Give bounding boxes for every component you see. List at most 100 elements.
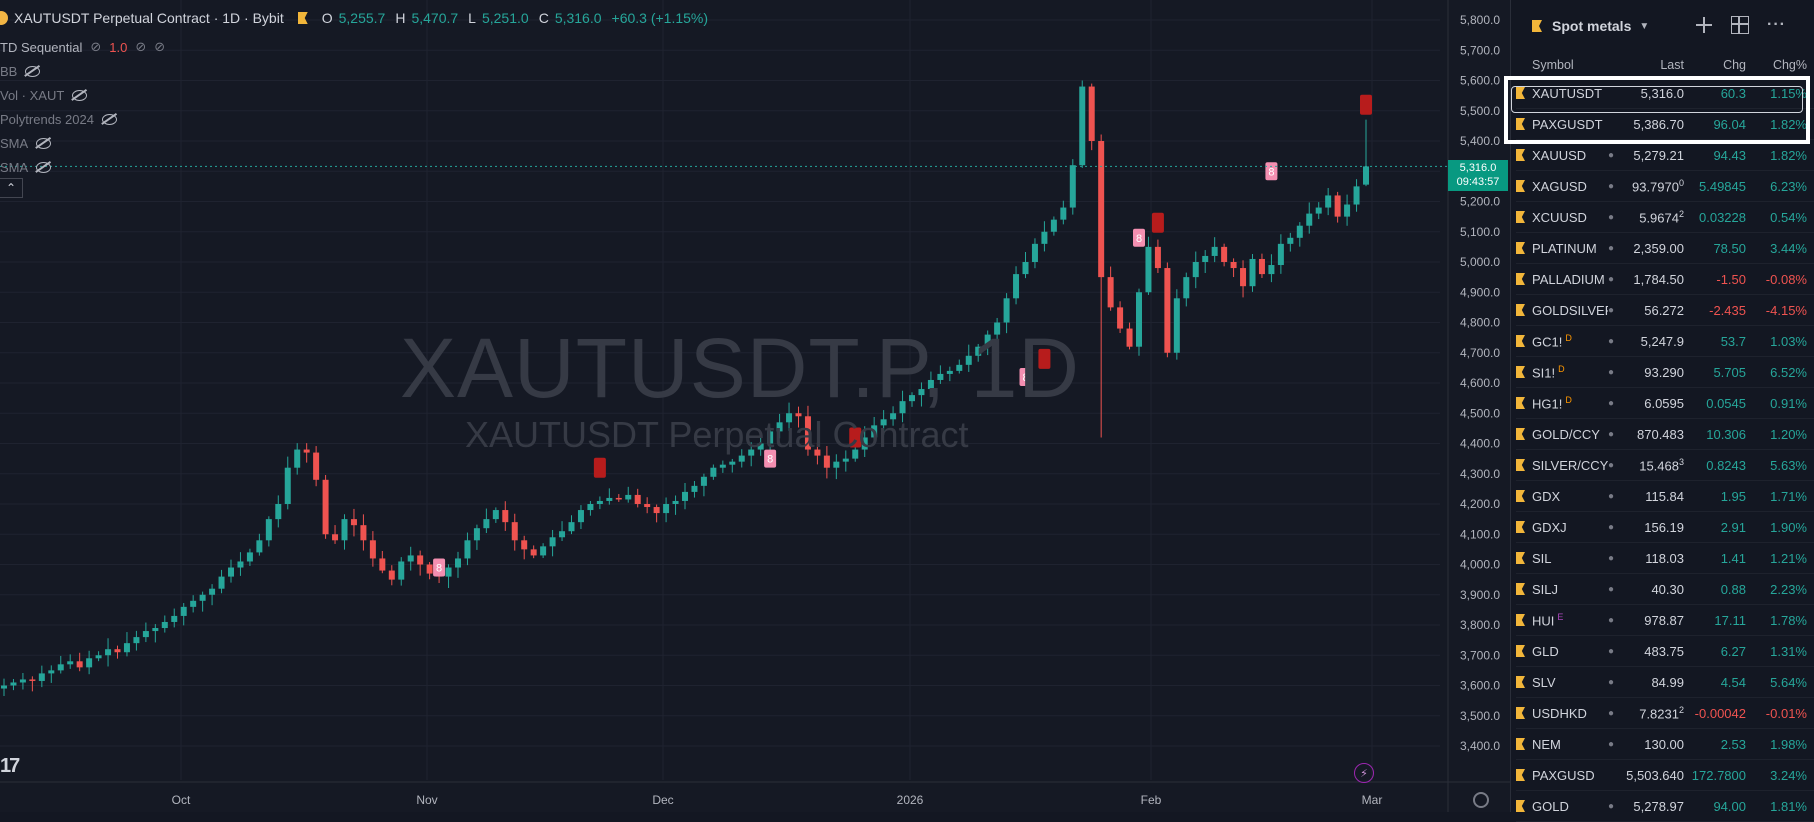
watchlist-row[interactable]: GOLD/CCY ● 870.483 10.306 1.20% [1516,419,1814,450]
flag-icon[interactable] [1516,149,1525,161]
indicator-row[interactable]: BB [0,59,165,83]
row-symbol[interactable]: PLATINUM [1532,240,1597,256]
eye-off-icon[interactable] [101,113,117,125]
watchlist-row[interactable]: PALLADIUM ● 1,784.50 -1.50 -0.08% [1516,264,1814,295]
row-symbol[interactable]: NEM [1532,736,1561,752]
watchlist-row[interactable]: XCUUSD ● 5.96742 0.03228 0.54% [1516,202,1814,233]
more-options-icon[interactable]: ··· [1767,16,1786,33]
watchlist-row[interactable]: GLD ● 483.75 6.27 1.31% [1516,636,1814,667]
flag-icon[interactable] [1516,521,1525,533]
column-last[interactable]: Last [1660,58,1684,72]
eye-off-icon[interactable] [72,89,88,101]
row-symbol[interactable]: SILVER/CCY [1532,457,1608,473]
flag-icon[interactable] [1516,335,1525,347]
watchlist-title[interactable]: Spot metals [1552,18,1632,34]
flag-icon[interactable] [1516,769,1525,781]
row-symbol[interactable]: XCUUSD [1532,209,1587,225]
row-symbol[interactable]: XAUTUSDT [1532,85,1603,101]
flag-icon[interactable] [1516,428,1525,440]
watchlist-row[interactable]: GOLD ● 5,278.97 94.00 1.81% [1516,791,1814,822]
legend-title[interactable]: XAUTUSDT Perpetual Contract · 1D · Bybit [14,10,284,26]
chart-area[interactable]: 5,800.05,700.05,600.05,500.05,400.05,300… [0,0,1511,812]
flag-icon[interactable] [1516,707,1525,719]
row-symbol[interactable]: HG1! D [1532,394,1572,412]
watchlist-header[interactable]: Spot metals ▼ ··· [1516,0,1814,52]
flag-icon[interactable] [1516,180,1525,192]
hidden-icon[interactable]: ⊘ [154,39,166,54]
chevron-down-icon[interactable]: ▼ [1639,20,1650,32]
watchlist-row[interactable]: HUI E ● 978.87 17.11 1.78% [1516,605,1814,636]
column-chg-pct[interactable]: Chg% [1772,58,1807,72]
indicator-row[interactable]: SMA [0,155,165,179]
collapse-legend-button[interactable]: ⌃ [0,178,23,198]
flag-icon[interactable] [1516,273,1525,285]
watchlist-row[interactable]: PAXGUSDT 5,386.70 96.04 1.82% [1516,109,1814,140]
row-symbol[interactable]: HUI E [1532,611,1564,629]
watchlist-row[interactable]: NEM ● 130.00 2.53 1.98% [1516,729,1814,760]
flag-icon[interactable] [1516,614,1525,626]
flag-icon[interactable] [1516,490,1525,502]
row-symbol[interactable]: PAXGUSD [1532,767,1595,783]
row-symbol[interactable]: GDXJ [1532,519,1567,535]
watchlist-row[interactable]: HG1! D ● 6.0595 0.0545 0.91% [1516,388,1814,419]
flag-icon[interactable] [1516,552,1525,564]
flag-icon[interactable] [1516,459,1525,471]
watchlist-row[interactable]: SILJ ● 40.30 0.88 2.23% [1516,574,1814,605]
flag-icon[interactable] [1516,304,1525,316]
hidden-icon[interactable]: ⊘ [135,39,147,54]
watchlist-row[interactable]: USDHKD ● 7.82312 -0.00042 -0.01% [1516,698,1814,729]
watchlist-row[interactable]: GOLDSILVER ● 56.272 -2.435 -4.15% [1516,295,1814,326]
indicator-row[interactable]: TD Sequential ⊘ 1.0 ⊘ ⊘ [0,35,165,59]
row-symbol[interactable]: SIL [1532,550,1552,566]
row-symbol[interactable]: GOLDSILVER [1532,302,1608,318]
watchlist-row[interactable]: GDX ● 115.84 1.95 1.71% [1516,481,1814,512]
advanced-view-icon[interactable] [1731,16,1750,34]
lightning-icon[interactable]: ⚡ [1354,763,1374,783]
watchlist-row[interactable]: SI1! D ● 93.290 5.705 6.52% [1516,357,1814,388]
tradingview-logo[interactable]: 17 [0,755,20,777]
indicator-row[interactable]: Vol · XAUT [0,83,165,107]
watchlist-row[interactable]: SILVER/CCY ● 15.4683 0.8243 5.63% [1516,450,1814,481]
flag-icon[interactable] [1516,583,1525,595]
flag-icon[interactable] [1516,800,1525,812]
watchlist-row[interactable]: XAUUSD ● 5,279.21 94.43 1.82% [1516,140,1814,171]
watchlist-row[interactable]: PAXGUSD 5,503.640 172.7800 3.24% [1516,760,1814,791]
add-symbol-icon[interactable] [1695,16,1713,34]
flag-icon[interactable] [1516,676,1525,688]
column-symbol[interactable]: Symbol [1532,58,1574,72]
row-symbol[interactable]: GLD [1532,643,1559,659]
flag-icon[interactable] [1516,211,1525,223]
row-symbol[interactable]: USDHKD [1532,705,1587,721]
watchlist-row[interactable]: XAGUSD ● 93.79700 5.49845 6.23% [1516,171,1814,202]
row-symbol[interactable]: GOLD [1532,798,1569,814]
row-symbol[interactable]: PAXGUSDT [1532,116,1603,132]
indicator-row[interactable]: SMA [0,131,165,155]
column-chg[interactable]: Chg [1723,58,1746,72]
row-symbol[interactable]: PALLADIUM [1532,271,1605,287]
row-symbol[interactable]: XAUUSD [1532,147,1587,163]
eye-off-icon[interactable] [36,137,52,149]
eye-off-icon[interactable] [36,161,52,173]
flag-icon[interactable] [1516,738,1525,750]
row-symbol[interactable]: XAGUSD [1532,178,1587,194]
watchlist-row[interactable]: PLATINUM ● 2,359.00 78.50 3.44% [1516,233,1814,264]
flag-icon[interactable] [1516,366,1525,378]
eye-off-icon[interactable] [25,65,41,77]
flag-icon[interactable] [1516,645,1525,657]
watchlist-row[interactable]: SIL ● 118.03 1.41 1.21% [1516,543,1814,574]
settings-gear-icon[interactable] [1473,792,1489,808]
flag-icon[interactable] [297,12,308,24]
flag-icon[interactable] [1516,87,1525,99]
watchlist-row[interactable]: GC1! D ● 5,247.9 53.7 1.03% [1516,326,1814,357]
watchlist-row[interactable]: SLV ● 84.99 4.54 5.64% [1516,667,1814,698]
price-chart[interactable]: 5,800.05,700.05,600.05,500.05,400.05,300… [0,0,1510,812]
row-symbol[interactable]: SILJ [1532,581,1559,597]
flag-icon[interactable] [1516,397,1525,409]
watchlist-row[interactable]: GDXJ ● 156.19 2.91 1.90% [1516,512,1814,543]
flag-icon[interactable] [1516,118,1525,130]
row-symbol[interactable]: SI1! D [1532,363,1565,381]
watchlist-row[interactable]: XAUTUSDT 5,316.0 60.3 1.15% [1516,78,1814,109]
row-symbol[interactable]: SLV [1532,674,1556,690]
row-symbol[interactable]: GOLD/CCY [1532,426,1600,442]
flag-icon[interactable] [1516,242,1525,254]
